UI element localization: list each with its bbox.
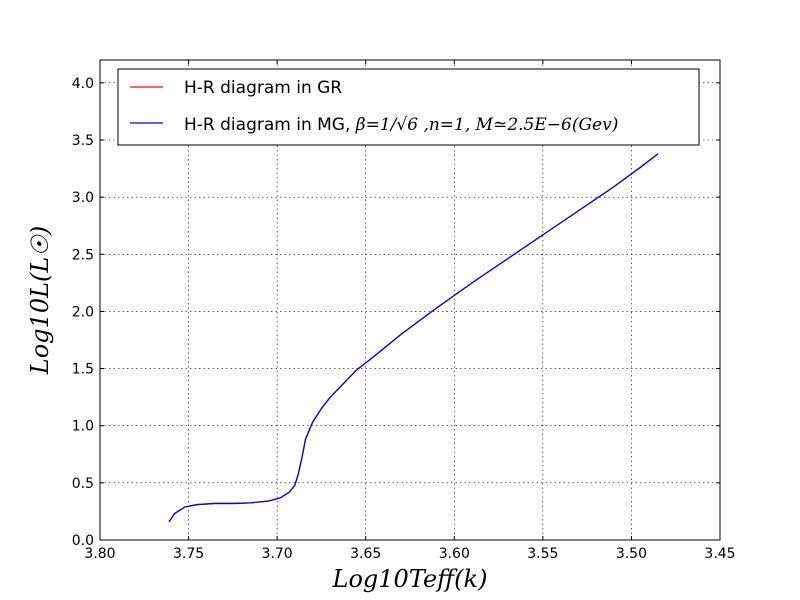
y-tick-label: 1.0 bbox=[72, 419, 94, 435]
legend-label-mg: H-R diagram in MG, bbox=[184, 115, 356, 135]
x-tick-label: 3.65 bbox=[350, 546, 381, 562]
y-tick-label: 0.5 bbox=[72, 476, 94, 492]
x-tick-label: 3.45 bbox=[704, 546, 735, 562]
legend-label-mg-text: H-R diagram in MG, β=1/√6 ,n=1, M≃2.5E−6… bbox=[184, 115, 618, 135]
y-tick-label: 1.5 bbox=[72, 362, 94, 378]
legend-label-mg-math: β=1/√6 ,n=1, M≃2.5E−6(Gev) bbox=[355, 115, 619, 135]
x-tick-label: 3.55 bbox=[527, 546, 558, 562]
grid-layer bbox=[100, 60, 720, 540]
tick-layer: 3.80 3.75 3.70 3.65 3.60 3.55 3.50 3.45 0.0 0.5 1.… bbox=[72, 60, 736, 562]
y-tick-label: 0.0 bbox=[72, 533, 94, 549]
x-tick-label: 3.60 bbox=[439, 546, 470, 562]
y-tick-label: 3.5 bbox=[72, 133, 94, 149]
x-tick-label: 3.80 bbox=[84, 546, 115, 562]
y-axis-label: Log10L(L☉) bbox=[26, 226, 54, 375]
y-tick-label: 4.0 bbox=[72, 76, 94, 92]
y-tick-label: 2.5 bbox=[72, 247, 94, 263]
legend: H-R diagram in GR H-R diagram in MG, β=1… bbox=[117, 68, 700, 146]
series-line-mg bbox=[168, 153, 659, 523]
x-axis-label: Log10Teff(k) bbox=[332, 565, 488, 593]
legend-box bbox=[117, 68, 700, 146]
y-tick-label: 3.0 bbox=[72, 190, 94, 206]
y-tick-label: 2.0 bbox=[72, 304, 94, 320]
series-layer bbox=[168, 153, 659, 523]
x-tick-label: 3.75 bbox=[173, 546, 204, 562]
plot-border bbox=[99, 59, 721, 541]
x-tick-label: 3.70 bbox=[262, 546, 293, 562]
x-tick-label: 3.50 bbox=[616, 546, 647, 562]
legend-label-gr: H-R diagram in GR bbox=[184, 78, 342, 98]
